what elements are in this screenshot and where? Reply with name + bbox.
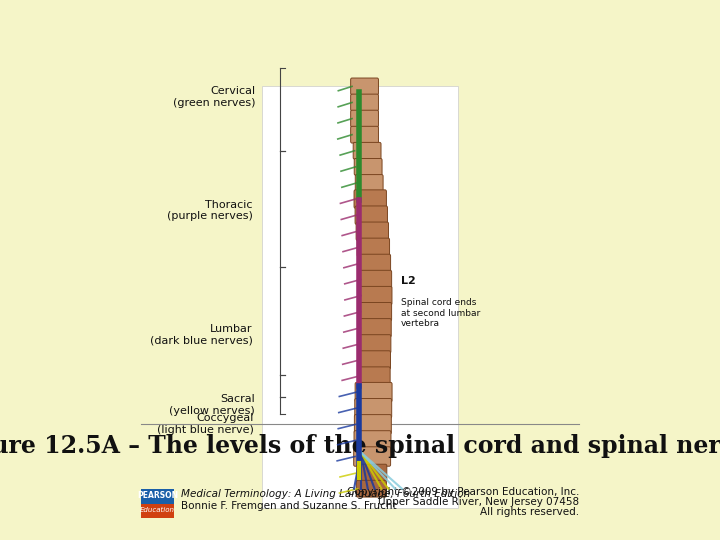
FancyBboxPatch shape <box>355 399 392 418</box>
Text: Education: Education <box>140 507 175 514</box>
FancyBboxPatch shape <box>354 415 392 434</box>
FancyBboxPatch shape <box>351 94 379 111</box>
FancyBboxPatch shape <box>351 78 379 95</box>
FancyBboxPatch shape <box>356 481 387 497</box>
Text: All rights reserved.: All rights reserved. <box>480 507 579 517</box>
Text: Cervical
(green nerves): Cervical (green nerves) <box>173 86 255 108</box>
FancyBboxPatch shape <box>354 190 387 208</box>
FancyBboxPatch shape <box>351 110 379 127</box>
FancyBboxPatch shape <box>356 464 387 481</box>
FancyBboxPatch shape <box>354 143 381 159</box>
Text: PEARSON: PEARSON <box>137 491 178 500</box>
FancyBboxPatch shape <box>359 319 391 337</box>
Text: Figure 12.5A – The levels of the spinal cord and spinal nerves.: Figure 12.5A – The levels of the spinal … <box>0 434 720 457</box>
FancyBboxPatch shape <box>359 302 392 321</box>
FancyBboxPatch shape <box>355 382 392 402</box>
Text: Bonnie F. Fremgen and Suzanne S. Frucht: Bonnie F. Fremgen and Suzanne S. Frucht <box>181 501 397 511</box>
FancyBboxPatch shape <box>359 254 390 273</box>
Text: Medical Terminology: A Living Language, Fourth Edition: Medical Terminology: A Living Language, … <box>181 489 470 499</box>
FancyBboxPatch shape <box>358 351 390 369</box>
FancyBboxPatch shape <box>355 174 383 191</box>
FancyBboxPatch shape <box>355 206 387 224</box>
FancyBboxPatch shape <box>351 126 379 143</box>
FancyBboxPatch shape <box>354 447 390 466</box>
FancyBboxPatch shape <box>358 367 390 385</box>
Text: Sacral
(yellow nerves): Sacral (yellow nerves) <box>169 394 255 416</box>
FancyBboxPatch shape <box>262 86 458 508</box>
FancyBboxPatch shape <box>357 238 390 256</box>
FancyBboxPatch shape <box>359 286 392 305</box>
FancyBboxPatch shape <box>141 489 174 518</box>
Text: L2: L2 <box>401 276 415 286</box>
FancyBboxPatch shape <box>359 335 391 353</box>
Text: Upper Saddle River, New Jersey 07458: Upper Saddle River, New Jersey 07458 <box>378 497 579 507</box>
Text: Spinal cord ends
at second lumbar
vertebra: Spinal cord ends at second lumbar verteb… <box>401 298 480 328</box>
FancyBboxPatch shape <box>356 222 389 240</box>
Text: Thoracic
(purple nerves): Thoracic (purple nerves) <box>167 200 253 221</box>
Text: Copyright ©2009 by Pearson Education, Inc.: Copyright ©2009 by Pearson Education, In… <box>346 488 579 497</box>
FancyBboxPatch shape <box>359 271 392 289</box>
FancyBboxPatch shape <box>354 159 382 175</box>
FancyBboxPatch shape <box>141 504 174 518</box>
FancyBboxPatch shape <box>354 431 391 450</box>
Text: Coccygeal
(light blue nerve): Coccygeal (light blue nerve) <box>158 413 254 435</box>
Text: Lumbar
(dark blue nerves): Lumbar (dark blue nerves) <box>150 324 253 346</box>
